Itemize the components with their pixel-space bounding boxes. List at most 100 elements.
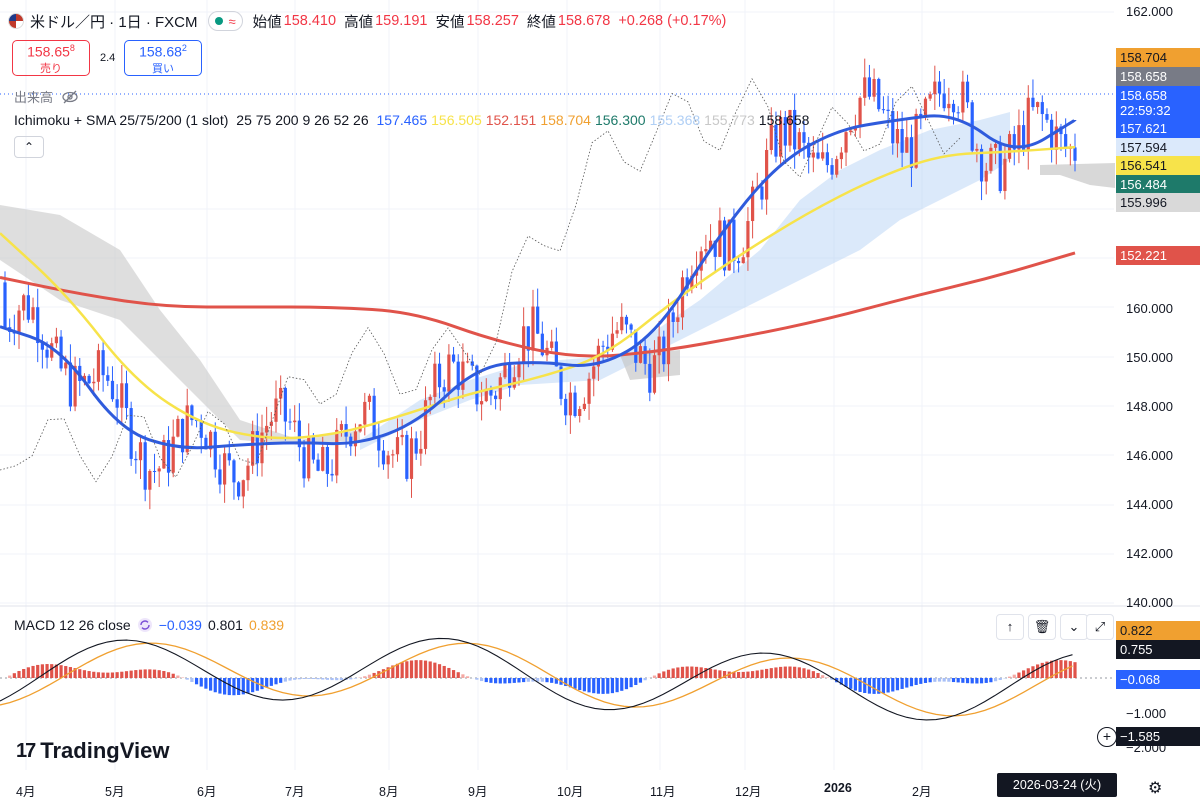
candle-body	[461, 361, 465, 390]
macd-hist-bar	[989, 678, 993, 683]
macd-hist-bar	[550, 678, 554, 683]
macd-hist-bar	[479, 678, 484, 682]
delete-pane-button[interactable]: 🗑	[1028, 614, 1056, 640]
candle-body	[96, 350, 101, 382]
macd-hist-bar	[274, 678, 278, 685]
macd-hist-bar	[166, 672, 171, 678]
candle-body	[297, 420, 301, 448]
time-axis-label: 4月	[16, 785, 36, 799]
macd-hist-bar	[704, 668, 708, 678]
candle-body	[550, 341, 554, 348]
candle-body	[54, 336, 58, 344]
pane-toolbar: ↑ 🗑 ⌄	[996, 614, 1088, 640]
macd-hist-bar	[979, 678, 984, 684]
price-tag: 155.996	[1116, 193, 1200, 212]
candle-body	[956, 112, 960, 114]
indicator-lines	[0, 77, 1076, 483]
price-tag: 156.484	[1116, 175, 1200, 194]
candle-body	[494, 395, 498, 400]
candle-body	[251, 431, 255, 466]
candle-body	[774, 124, 778, 157]
tradingview-logo-icon: 17	[16, 739, 36, 762]
macd-signal-line	[0, 642, 1073, 717]
macd-hist-bar	[807, 669, 811, 678]
macd-hist-bar	[293, 678, 297, 680]
price-axis-label: 142.000	[1126, 546, 1173, 561]
price-tag: 158.658	[1116, 86, 1200, 105]
low-value: 158.257	[466, 13, 519, 29]
macd-hist-bar	[162, 671, 166, 678]
symbol-title[interactable]: 米ドル／円 · 1日 · FXCM	[30, 13, 198, 31]
indicator-value: 156.505	[431, 112, 482, 128]
candle-body	[951, 103, 956, 113]
macd-hist-bar	[148, 669, 152, 678]
candle-body	[489, 388, 493, 396]
buy-button[interactable]: 158.682 買い	[124, 40, 202, 76]
candle-body	[844, 132, 848, 153]
macd-hist-bar	[325, 678, 330, 680]
candle-body	[321, 446, 325, 471]
candle-body	[769, 124, 773, 150]
candle-body	[120, 383, 124, 408]
time-axis-label: 2026	[824, 781, 852, 795]
macd-hist-bar	[741, 671, 745, 678]
macd-hist-bar	[484, 678, 488, 683]
volume-legend[interactable]: 出来高	[14, 87, 79, 106]
macd-legend[interactable]: MACD 12 26 close −0.039 0.801 0.839	[14, 617, 284, 633]
macd-hist-bar	[629, 678, 633, 688]
macd-hist-bar	[330, 678, 334, 681]
candle-body	[405, 434, 409, 479]
move-pane-up-button[interactable]: ↑	[996, 614, 1024, 640]
price-axis-label: 148.000	[1126, 399, 1173, 414]
macd-hist-bar	[279, 678, 283, 683]
candle-body	[802, 132, 806, 143]
macd-hist-bar	[437, 664, 442, 678]
collapse-pane-button[interactable]: ⌄	[1060, 614, 1088, 640]
candle-body	[1073, 147, 1077, 161]
candle-body	[204, 437, 208, 450]
macd-hist-bar	[339, 678, 344, 681]
macd-hist-bar	[1045, 661, 1049, 678]
price-tag: 158.658	[1116, 67, 1200, 86]
maximize-pane-button[interactable]: ⤢	[1086, 614, 1114, 640]
collapse-legend-button[interactable]: ⌃	[14, 136, 44, 158]
macd-settings-icon[interactable]	[137, 617, 153, 633]
macd-hist-bar	[872, 678, 876, 694]
price-axis-label: 162.000	[1126, 4, 1173, 19]
candle-body	[451, 354, 456, 362]
candle-body	[942, 93, 946, 109]
macd-hist-bar	[17, 670, 21, 678]
volume-label: 出来高	[14, 90, 54, 105]
add-plus-icon[interactable]: +	[1097, 727, 1117, 747]
candle-body	[676, 317, 680, 322]
candle-body	[115, 399, 119, 408]
candle-body	[428, 396, 432, 401]
candle-body	[601, 345, 605, 347]
macd-hist-bar	[194, 678, 199, 685]
hidden-eye-icon[interactable]	[61, 90, 79, 104]
macd-hist-bar	[110, 672, 115, 678]
candle-body	[989, 147, 993, 171]
settings-gear-icon[interactable]: ⚙	[1148, 780, 1163, 797]
indicator-value: 157.465	[376, 112, 428, 128]
tradingview-logo[interactable]: 17 TradingView	[16, 738, 169, 764]
candle-body	[363, 401, 367, 425]
candle-body	[750, 186, 755, 222]
macd-hist-bar	[199, 678, 203, 687]
candle-body	[143, 442, 147, 490]
macd-hist-bar	[419, 660, 423, 678]
indicator-legend[interactable]: Ichimoku + SMA 25/75/200 (1 slot) 25 75 …	[14, 112, 817, 128]
macd-hist-bar	[713, 669, 717, 678]
candle-body	[629, 324, 633, 330]
candle-body	[293, 420, 297, 423]
sell-label: 売り	[40, 62, 62, 75]
macd-hist-bar	[736, 671, 741, 678]
candle-body	[909, 137, 914, 168]
sell-button[interactable]: 158.658 売り	[12, 40, 90, 76]
macd-hist-bar	[503, 678, 507, 684]
candle-body	[666, 312, 671, 365]
market-status-pill[interactable]: ≈	[207, 11, 243, 31]
candle-body	[975, 148, 979, 151]
candle-body	[937, 81, 942, 94]
